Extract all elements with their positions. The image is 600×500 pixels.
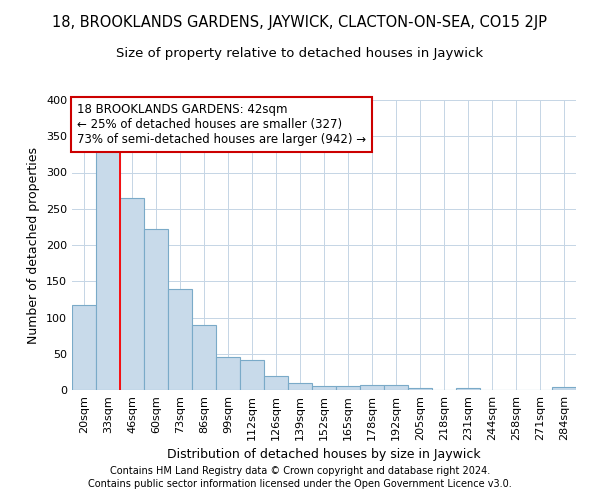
- Bar: [168, 288, 192, 390]
- Y-axis label: Number of detached properties: Number of detached properties: [28, 146, 40, 344]
- Bar: [264, 376, 288, 390]
- X-axis label: Distribution of detached houses by size in Jaywick: Distribution of detached houses by size …: [167, 448, 481, 462]
- Bar: [384, 385, 408, 390]
- Bar: [408, 388, 432, 390]
- Bar: [360, 385, 384, 390]
- Bar: [144, 229, 168, 390]
- Bar: [552, 387, 576, 390]
- Text: Contains public sector information licensed under the Open Government Licence v3: Contains public sector information licen…: [88, 479, 512, 489]
- Bar: [120, 198, 144, 390]
- Text: Size of property relative to detached houses in Jaywick: Size of property relative to detached ho…: [116, 48, 484, 60]
- Bar: [336, 386, 360, 390]
- Bar: [96, 151, 120, 390]
- Text: 18 BROOKLANDS GARDENS: 42sqm
← 25% of detached houses are smaller (327)
73% of s: 18 BROOKLANDS GARDENS: 42sqm ← 25% of de…: [77, 103, 366, 146]
- Bar: [240, 360, 264, 390]
- Bar: [312, 386, 336, 390]
- Bar: [456, 388, 480, 390]
- Text: Contains HM Land Registry data © Crown copyright and database right 2024.: Contains HM Land Registry data © Crown c…: [110, 466, 490, 476]
- Bar: [288, 383, 312, 390]
- Bar: [216, 358, 240, 390]
- Bar: [192, 325, 216, 390]
- Bar: [72, 305, 96, 390]
- Text: 18, BROOKLANDS GARDENS, JAYWICK, CLACTON-ON-SEA, CO15 2JP: 18, BROOKLANDS GARDENS, JAYWICK, CLACTON…: [53, 15, 548, 30]
